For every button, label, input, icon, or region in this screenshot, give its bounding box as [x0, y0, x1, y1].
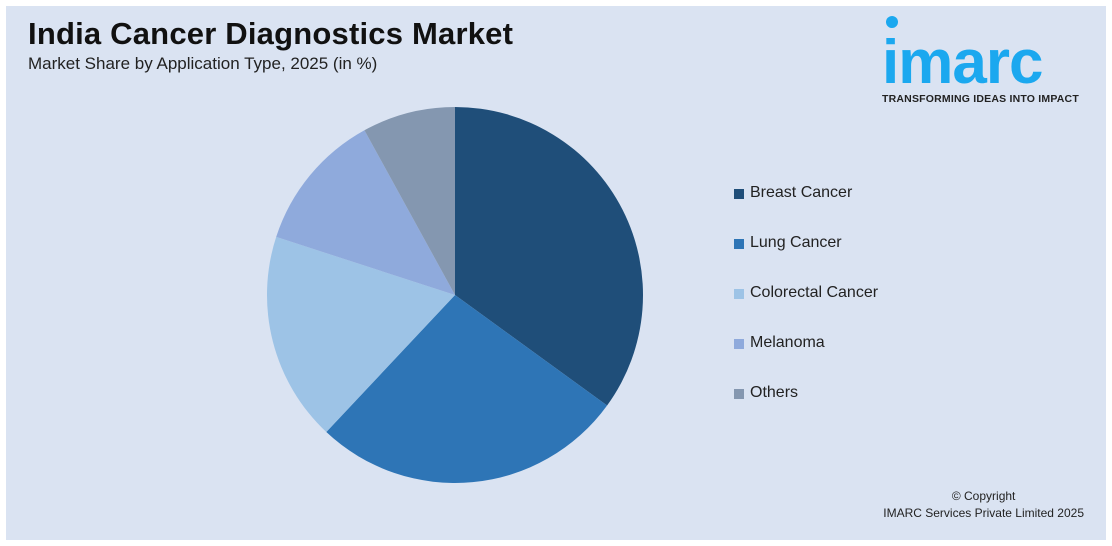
copyright-notice: © Copyright IMARC Services Private Limit… [883, 488, 1084, 522]
legend-label: Melanoma [750, 334, 825, 351]
legend-label: Colorectal Cancer [750, 284, 879, 301]
legend-swatch-icon [734, 289, 744, 299]
pie-chart [267, 107, 643, 483]
legend-swatch-icon [734, 389, 744, 399]
legend-item-others: Others [734, 368, 878, 418]
legend-item-breast-cancer: Breast Cancer [734, 168, 878, 218]
legend-label: Others [750, 384, 799, 401]
legend-swatch-icon [734, 339, 744, 349]
legend-item-melanoma: Melanoma [734, 318, 878, 368]
copyright-line-1: © Copyright [951, 489, 1016, 503]
pie-slice-breast-cancer [455, 107, 643, 406]
legend-swatch-icon [734, 189, 744, 199]
pie-slice-colorectal-cancer [267, 236, 455, 433]
pie-slice-lung-cancer [326, 295, 608, 483]
legend-item-lung-cancer: Lung Cancer [734, 218, 878, 268]
logo-tagline: TRANSFORMING IDEAS INTO IMPACT [882, 93, 1079, 105]
legend-swatch-icon [734, 239, 744, 249]
chart-subtitle: Market Share by Application Type, 2025 (… [28, 54, 378, 73]
chart-legend: Breast Cancer Lung Cancer Colorectal Can… [734, 168, 878, 418]
legend-label: Breast Cancer [750, 184, 853, 201]
legend-item-colorectal-cancer: Colorectal Cancer [734, 268, 878, 318]
copyright-line-2: IMARC Services Private Limited 2025 [883, 506, 1084, 520]
legend-label: Lung Cancer [750, 234, 842, 251]
logo-wordmark: imarc [882, 28, 1043, 97]
chart-title: India Cancer Diagnostics Market [28, 16, 514, 51]
imarc-logo: imarc TRANSFORMING IDEAS INTO IMPACT [880, 10, 1095, 110]
pie-slice-others [364, 107, 455, 295]
logo-dot-icon [886, 16, 898, 28]
pie-slice-melanoma [276, 130, 455, 295]
